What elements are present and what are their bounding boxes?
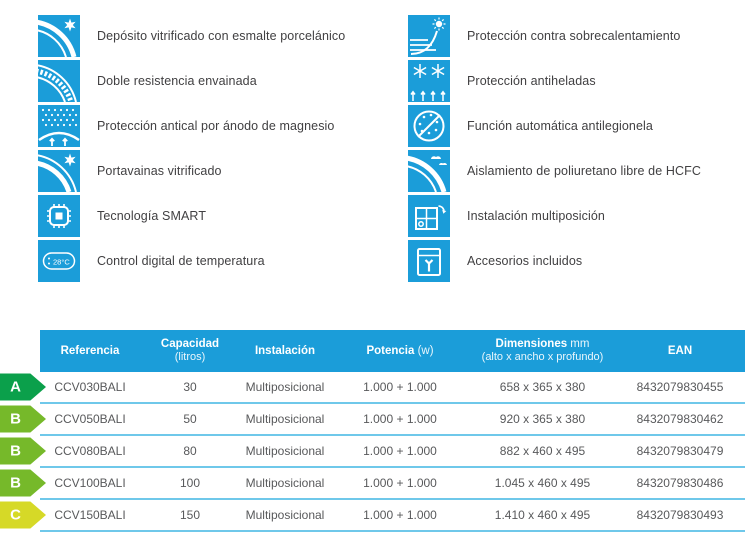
cell-potencia: 1.000 + 1.000 (363, 444, 437, 458)
feature-item: Instalación multiposición (408, 193, 748, 238)
product-table: Referencia Capacidad (litros) Instalació… (0, 330, 745, 532)
feature-label: Control digital de temperatura (97, 253, 265, 268)
cell-referencia: CCV030BALI (54, 380, 126, 394)
cell-referencia: CCV100BALI (54, 476, 126, 490)
feature-item: Doble resistencia envainada (38, 58, 388, 103)
cell-capacidad: 50 (183, 412, 197, 426)
energy-class-badge: B (0, 437, 46, 465)
energy-class-badge: B (0, 469, 46, 497)
feature-list-left: Depósito vitrificado con esmalte porcelá… (38, 13, 388, 283)
feature-label: Protección contra sobrecalentamiento (467, 28, 681, 43)
feature-item: Aislamiento de poliuretano libre de HCFC (408, 148, 748, 193)
energy-class-badge: B (0, 405, 46, 433)
display-temperature-text: 28°C (53, 257, 70, 266)
tank-star-icon (38, 14, 80, 57)
table-row: B CCV100BALI 100 Multiposicional 1.000 +… (0, 468, 745, 500)
feature-item: Función automática antilegionela (408, 103, 748, 148)
feature-label: Doble resistencia envainada (97, 73, 257, 88)
table-column-header: Instalación (254, 344, 316, 357)
energy-class-badge: C (0, 501, 46, 529)
antifrost-icon (408, 59, 450, 102)
feature-item: 28°C Control digital de temperatura (38, 238, 388, 283)
cell-instalacion: Multiposicional (245, 476, 325, 490)
digital-display-icon: 28°C (38, 239, 80, 282)
feature-list-right: Protección contra sobrecalentamiento Pro… (408, 13, 748, 283)
cell-dimensiones: 920 x 365 x 380 (499, 412, 586, 426)
antilegionella-icon (408, 104, 450, 147)
feature-label: Función automática antilegionela (467, 118, 653, 133)
anode-dots-icon (38, 104, 80, 147)
feature-label: Tecnología SMART (97, 208, 207, 223)
cell-dimensiones: 882 x 460 x 495 (499, 444, 586, 458)
table-row: A CCV030BALI 30 Multiposicional 1.000 + … (0, 372, 745, 404)
energy-class-badge: A (0, 373, 46, 401)
feature-item: Protección antiheladas (408, 58, 748, 103)
feature-label: Accesorios incluidos (467, 253, 583, 268)
cell-referencia: CCV150BALI (54, 508, 126, 522)
chip-icon (38, 194, 80, 237)
cell-ean: 8432079830455 (636, 380, 724, 394)
table-column-header: Dimensiones mm (alto x ancho x profundo) (481, 337, 604, 364)
cell-dimensiones: 1.045 x 460 x 495 (494, 476, 591, 490)
cell-ean: 8432079830493 (636, 508, 724, 522)
table-column-header: Capacidad (litros) (160, 337, 220, 364)
feature-item: Portavainas vitrificado (38, 148, 388, 193)
cell-ean: 8432079830462 (636, 412, 724, 426)
cell-potencia: 1.000 + 1.000 (363, 380, 437, 394)
accessories-icon (408, 239, 450, 282)
cell-potencia: 1.000 + 1.000 (363, 412, 437, 426)
insulation-icon (408, 149, 450, 192)
cell-instalacion: Multiposicional (245, 412, 325, 426)
multiposition-icon (408, 194, 450, 237)
cell-referencia: CCV050BALI (54, 412, 126, 426)
feature-label: Protección antical por ánodo de magnesio (97, 118, 335, 133)
cell-ean: 8432079830479 (636, 444, 724, 458)
table-row: B CCV080BALI 80 Multiposicional 1.000 + … (0, 436, 745, 468)
feature-item: Tecnología SMART (38, 193, 388, 238)
cell-instalacion: Multiposicional (245, 380, 325, 394)
feature-label: Depósito vitrificado con esmalte porcelá… (97, 28, 346, 43)
feature-item: Protección contra sobrecalentamiento (408, 13, 748, 58)
table-row: B CCV050BALI 50 Multiposicional 1.000 + … (0, 404, 745, 436)
feature-item: Accesorios incluidos (408, 238, 748, 283)
cell-referencia: CCV080BALI (54, 444, 126, 458)
feature-label: Instalación multiposición (467, 208, 605, 223)
table-body: A CCV030BALI 30 Multiposicional 1.000 + … (0, 372, 745, 532)
feature-label: Protección antiheladas (467, 73, 596, 88)
table-header-row: Referencia Capacidad (litros) Instalació… (40, 330, 745, 372)
cell-potencia: 1.000 + 1.000 (363, 476, 437, 490)
cell-potencia: 1.000 + 1.000 (363, 508, 437, 522)
overheat-icon (408, 14, 450, 57)
cell-instalacion: Multiposicional (245, 508, 325, 522)
cell-instalacion: Multiposicional (245, 444, 325, 458)
feature-label: Aislamiento de poliuretano libre de HCFC (467, 163, 701, 178)
table-column-header: EAN (667, 344, 693, 357)
cell-capacidad: 100 (179, 476, 201, 490)
cell-dimensiones: 658 x 365 x 380 (499, 380, 586, 394)
table-column-header: Potencia (w) (366, 344, 434, 357)
cell-capacidad: 80 (183, 444, 197, 458)
table-row: C CCV150BALI 150 Multiposicional 1.000 +… (0, 500, 745, 532)
cell-capacidad: 30 (183, 380, 197, 394)
sheath-star-icon (38, 149, 80, 192)
cell-capacidad: 150 (179, 508, 201, 522)
feature-label: Portavainas vitrificado (97, 163, 222, 178)
feature-item: Protección antical por ánodo de magnesio (38, 103, 388, 148)
coil-icon (38, 59, 80, 102)
cell-ean: 8432079830486 (636, 476, 724, 490)
table-column-header: Referencia (60, 344, 120, 357)
cell-dimensiones: 1.410 x 460 x 495 (494, 508, 591, 522)
feature-item: Depósito vitrificado con esmalte porcelá… (38, 13, 388, 58)
